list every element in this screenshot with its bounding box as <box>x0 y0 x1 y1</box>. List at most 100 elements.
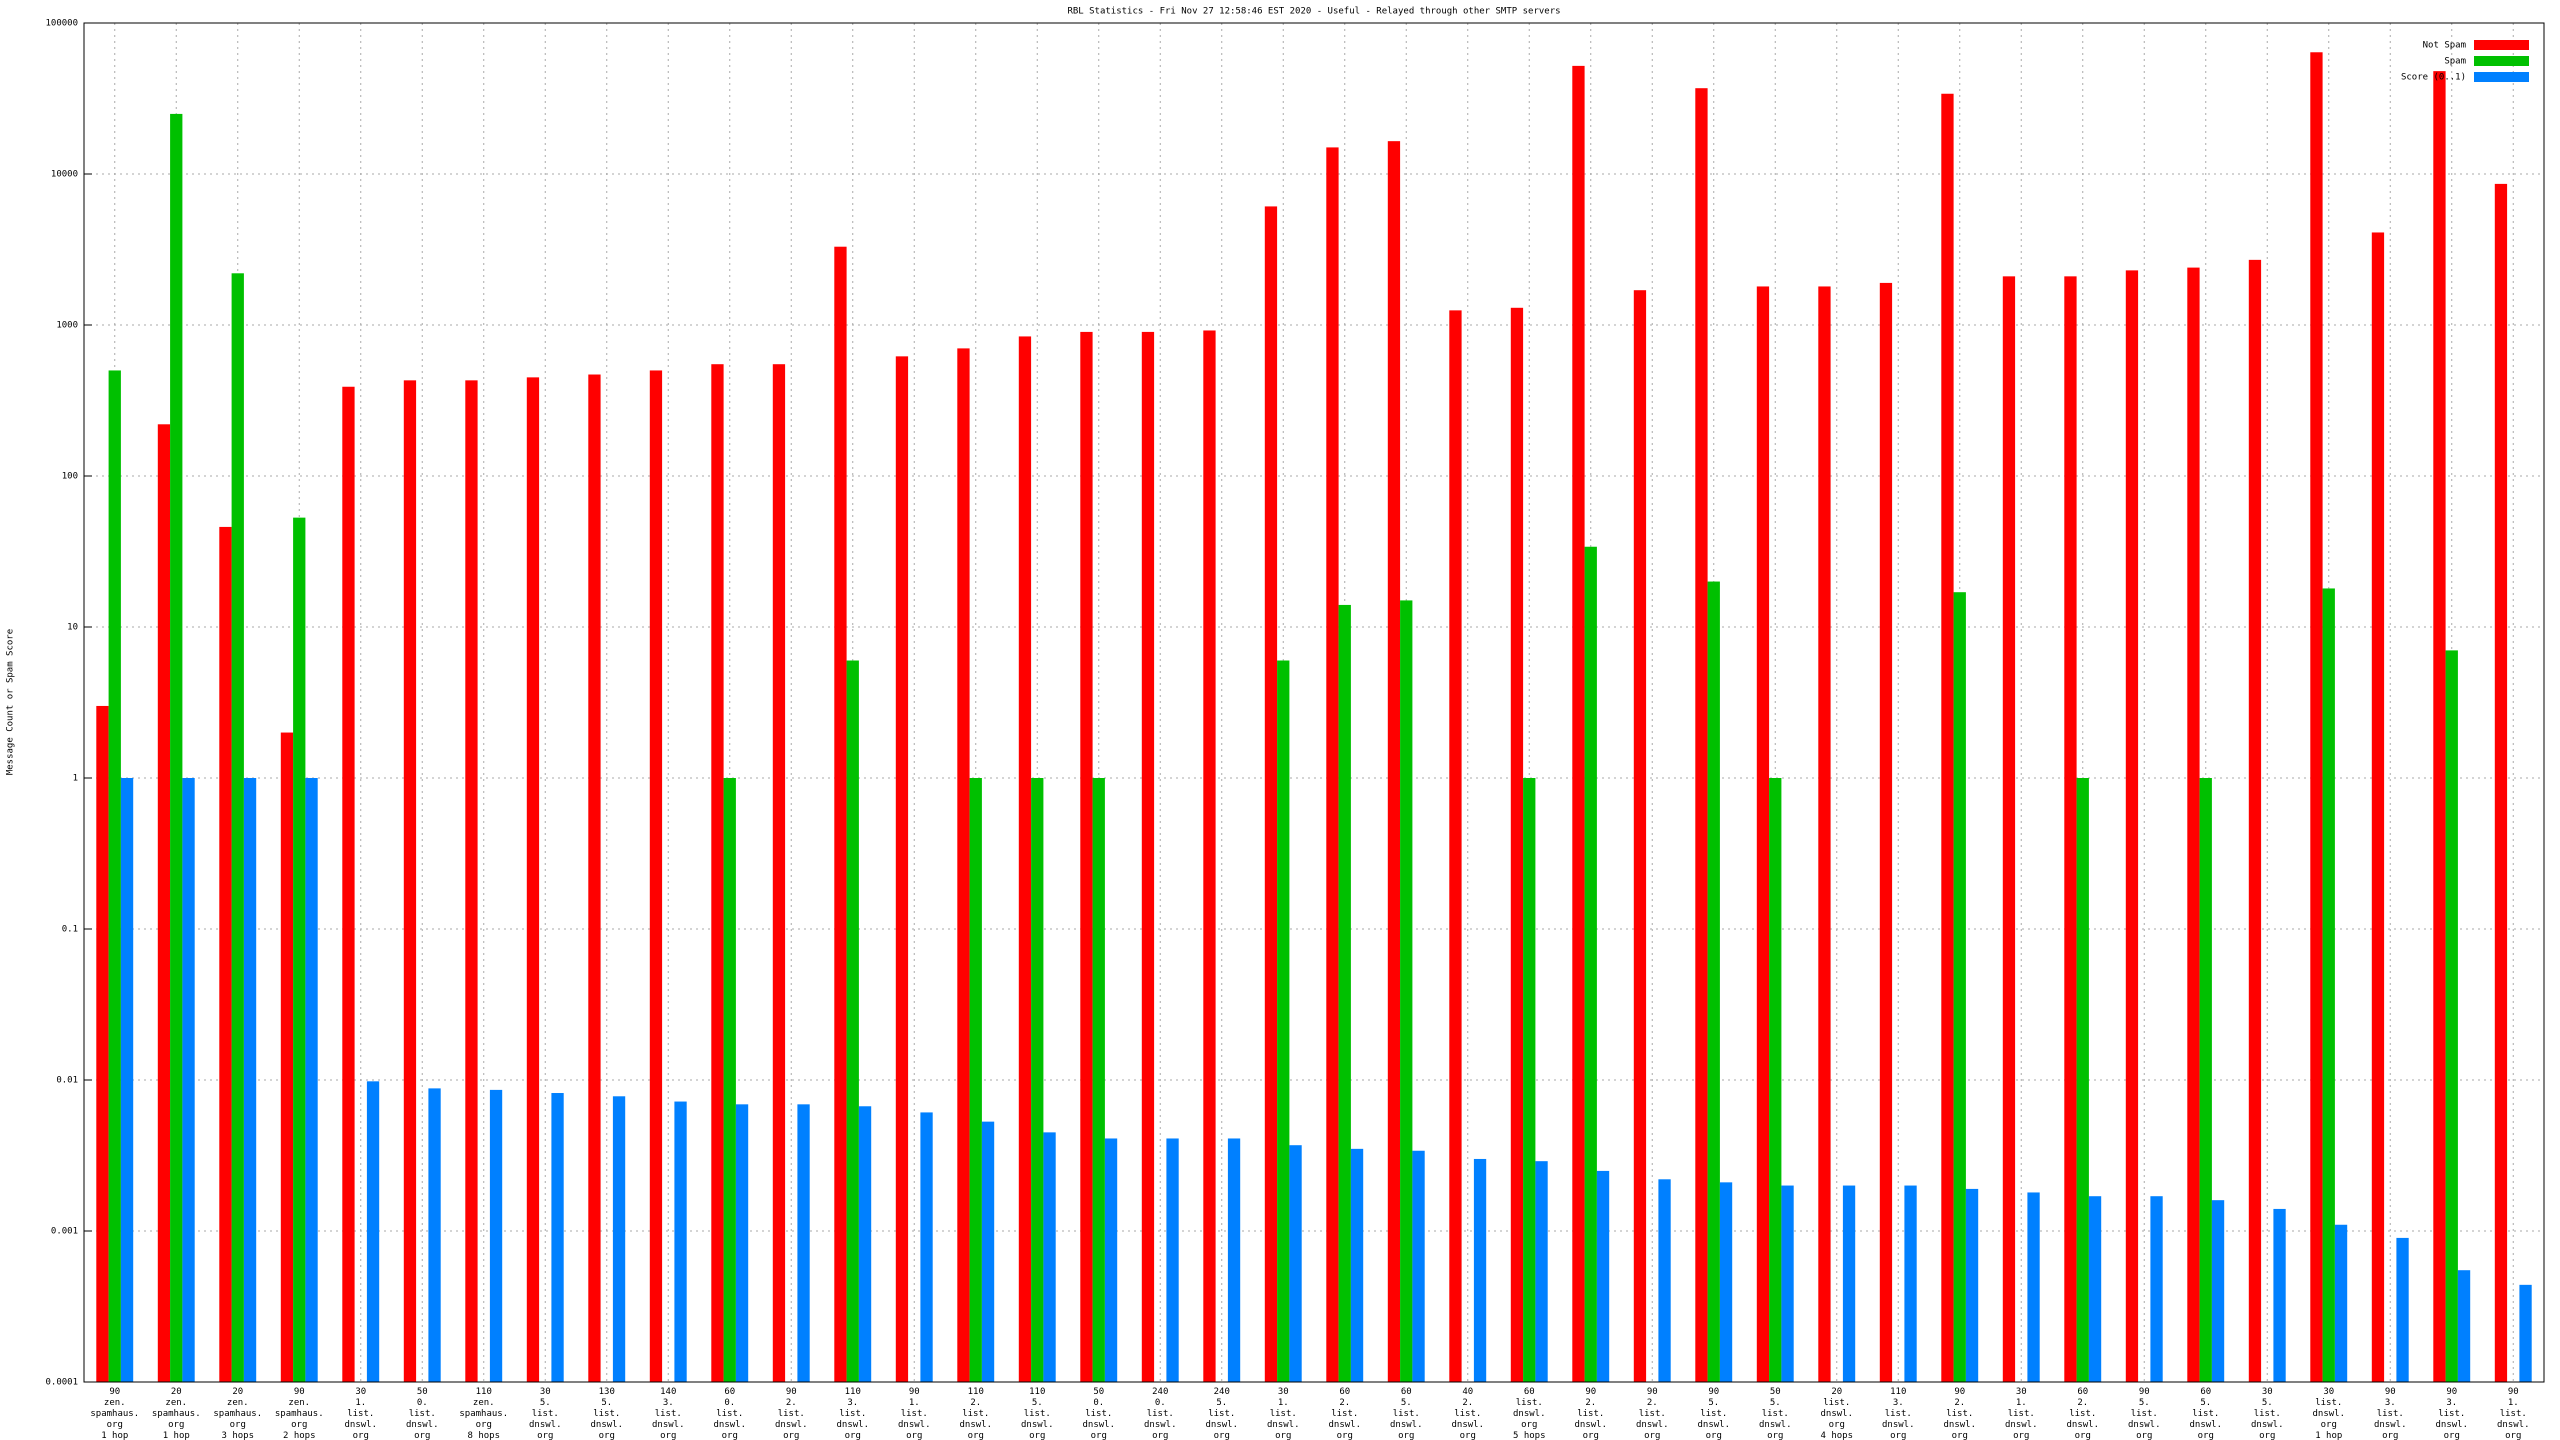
y-tick-label: 10000 <box>51 170 78 180</box>
x-tick-label: 30 list. dnswl. org 1 hop <box>2312 1387 2345 1440</box>
bar <box>649 370 663 1382</box>
bar <box>969 778 982 1382</box>
bar <box>1031 778 1044 1382</box>
bar <box>1633 290 1647 1383</box>
bar <box>1523 778 1536 1382</box>
bar <box>1572 65 1585 1382</box>
bar <box>403 380 417 1382</box>
bar <box>2519 1284 2532 1382</box>
bar <box>280 732 294 1382</box>
bar <box>1473 1158 1487 1382</box>
bar <box>834 246 847 1383</box>
bar <box>1953 592 1966 1382</box>
bar <box>2125 270 2139 1382</box>
bar <box>1412 1150 1425 1382</box>
bar <box>2064 276 2077 1383</box>
bar <box>1965 1188 1979 1382</box>
bar <box>2371 232 2385 1383</box>
bar <box>366 1081 380 1382</box>
x-tick-label: 60 list. dnswl. org 5 hops <box>1513 1387 1546 1440</box>
bar <box>2248 259 2262 1383</box>
bar <box>1092 778 1105 1382</box>
bar <box>1449 310 1462 1382</box>
bar <box>2457 1270 2471 1382</box>
bar <box>1904 1185 1917 1382</box>
bar <box>1203 330 1216 1383</box>
legend-label: Score (0..1) <box>2401 73 2466 83</box>
bar <box>1879 282 1893 1382</box>
bar <box>895 356 909 1382</box>
bar <box>674 1101 687 1382</box>
x-tick-label: 90 zen. spamhaus. org 1 hop <box>90 1387 139 1440</box>
bar <box>1326 147 1339 1383</box>
bar <box>2433 71 2446 1383</box>
bar <box>96 705 109 1382</box>
bar <box>526 377 540 1383</box>
legend-label: Spam <box>2444 57 2466 67</box>
chart-title: RBL Statistics - Fri Nov 27 12:58:46 EST… <box>1067 7 1560 17</box>
bar <box>1510 307 1524 1382</box>
bar <box>231 273 244 1382</box>
bar <box>1695 88 1708 1382</box>
bar <box>2027 1192 2040 1382</box>
bar <box>243 778 257 1382</box>
y-tick-label: 100 <box>62 472 78 482</box>
bar <box>1166 1138 1179 1382</box>
bar <box>1043 1132 1056 1382</box>
bar <box>1658 1179 1671 1382</box>
bar <box>2088 1196 2102 1382</box>
y-tick-label: 0.0001 <box>45 1378 78 1388</box>
bar <box>723 778 736 1382</box>
bar <box>2211 1200 2225 1382</box>
bar <box>1277 660 1290 1382</box>
bar <box>2199 778 2212 1382</box>
bar <box>797 1104 810 1382</box>
bar <box>170 113 183 1383</box>
bar <box>1596 1170 1610 1382</box>
bar <box>588 374 601 1383</box>
bar <box>1350 1148 1364 1382</box>
y-tick-label: 0.001 <box>51 1227 78 1237</box>
y-tick-label: 10 <box>67 623 78 633</box>
bar <box>981 1121 995 1382</box>
bar <box>157 424 171 1382</box>
bar <box>305 778 318 1382</box>
legend-swatch <box>2474 72 2529 82</box>
bar <box>1769 778 1782 1382</box>
bar <box>858 1106 872 1382</box>
bar <box>1018 336 1032 1382</box>
bar <box>1104 1138 1118 1382</box>
y-tick-label: 0.1 <box>62 925 78 935</box>
legend-swatch <box>2474 56 2529 66</box>
plot-frame <box>83 22 2545 1383</box>
legend-swatch <box>2474 40 2529 50</box>
bar <box>1707 581 1720 1382</box>
bar <box>551 1093 564 1382</box>
bar <box>1227 1138 1241 1382</box>
y-axis-label: Message Count or Spam Score <box>6 629 16 775</box>
bar <box>846 660 859 1382</box>
bar <box>108 370 121 1382</box>
bar <box>1584 546 1597 1382</box>
bar <box>1264 206 1278 1383</box>
bar <box>957 348 970 1383</box>
bar <box>2494 183 2508 1382</box>
bar <box>2002 276 2016 1383</box>
